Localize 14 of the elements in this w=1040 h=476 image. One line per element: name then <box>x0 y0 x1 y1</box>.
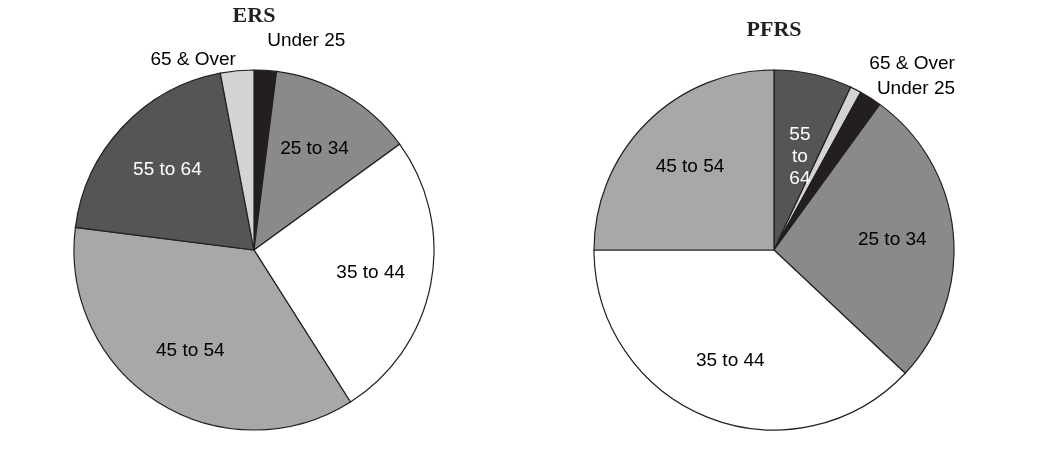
slice-label: 35 to 44 <box>695 349 766 371</box>
slice-label: 25 to 34 <box>280 136 350 158</box>
slice-label: 45 to 54 <box>655 155 725 176</box>
slice-label: 55 to 64 <box>789 123 811 189</box>
chart-title: PFRS <box>746 16 802 41</box>
slice-label: 65 & Over <box>150 47 237 69</box>
slice-label: 65 & Over <box>869 51 956 73</box>
slice-label: 45 to 54 <box>156 339 226 361</box>
chart-title: ERS <box>232 2 276 28</box>
slice-label: Under 25 <box>876 76 956 98</box>
slice-label: 55 to 64 <box>133 157 203 179</box>
slice-label: 35 to 44 <box>336 261 406 283</box>
slice-label: 25 to 34 <box>857 227 928 249</box>
slice-label: Under 25 <box>267 29 346 51</box>
